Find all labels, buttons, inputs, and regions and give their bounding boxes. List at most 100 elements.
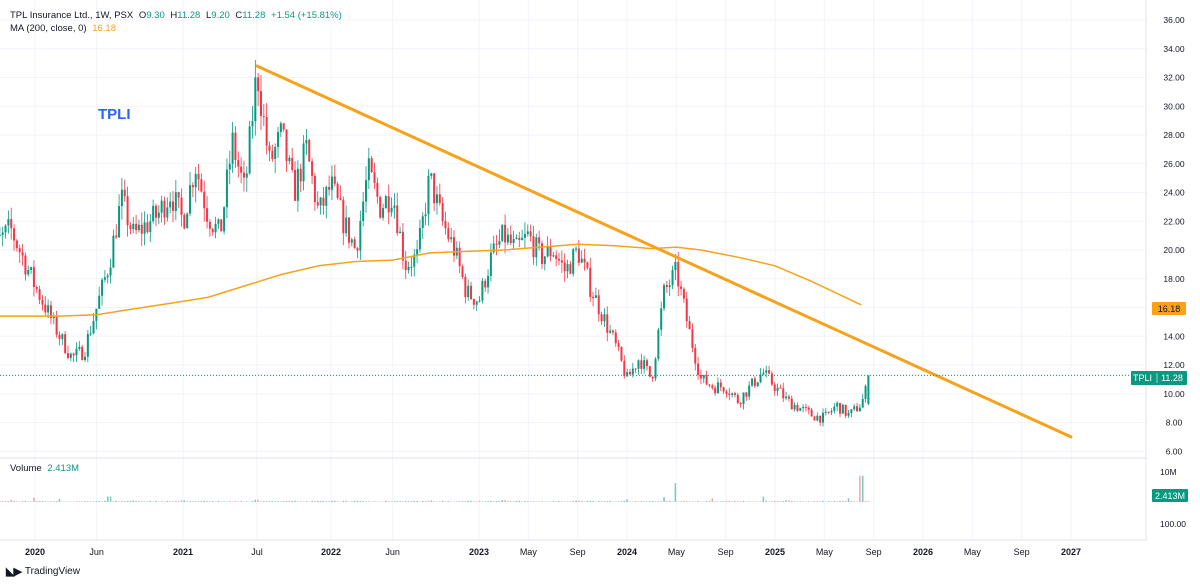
candle-body bbox=[816, 415, 819, 421]
time-tick-label: 2024 bbox=[617, 547, 637, 557]
candle-body bbox=[705, 375, 708, 385]
volume-bar bbox=[10, 500, 13, 502]
candle-body bbox=[617, 343, 620, 347]
volume-bar bbox=[711, 498, 714, 502]
candle-body bbox=[682, 288, 685, 299]
candle-body bbox=[112, 235, 115, 268]
volume-bar bbox=[745, 501, 748, 502]
volume-bar bbox=[189, 501, 191, 502]
volume-bar bbox=[578, 500, 580, 502]
time-tick-label: 2027 bbox=[1061, 547, 1081, 557]
candle-body bbox=[853, 406, 856, 410]
candle-body bbox=[311, 161, 314, 176]
volume-bar bbox=[217, 500, 220, 502]
volume-bar bbox=[424, 501, 427, 502]
volume-bar bbox=[180, 500, 183, 502]
volume-bar bbox=[654, 501, 657, 502]
candle-body bbox=[30, 267, 33, 270]
candle-body bbox=[839, 402, 842, 414]
volume-bar bbox=[822, 500, 824, 502]
candle-body bbox=[305, 140, 308, 144]
volume-legend[interactable]: Volume 2.413M bbox=[10, 463, 82, 474]
volume-bar bbox=[439, 501, 441, 502]
candle-body bbox=[254, 77, 257, 122]
volume-bar bbox=[132, 500, 135, 502]
volume-bar bbox=[121, 500, 123, 502]
volume-bar bbox=[101, 501, 103, 502]
volume-bar bbox=[563, 501, 566, 502]
volume-bar bbox=[458, 500, 461, 502]
price-tick-label: 18.00 bbox=[1163, 274, 1185, 284]
volume-bar bbox=[175, 500, 177, 502]
volume-bar bbox=[572, 500, 575, 502]
volume-bar bbox=[475, 501, 478, 502]
time-tick-label: Sep bbox=[570, 547, 586, 557]
candle-body bbox=[347, 217, 350, 243]
volume-bar bbox=[416, 500, 418, 502]
volume-bar bbox=[331, 500, 333, 502]
volume-bar bbox=[21, 500, 24, 502]
candle-body bbox=[478, 300, 481, 302]
volume-bar bbox=[807, 501, 810, 502]
candle-body bbox=[390, 207, 393, 213]
candle-body bbox=[663, 285, 666, 309]
candle-body bbox=[484, 280, 487, 288]
ma-legend[interactable]: MA (200, close, 0) 16.18 bbox=[10, 23, 119, 34]
candle-body bbox=[560, 260, 563, 263]
volume-bar bbox=[98, 501, 101, 502]
volume-bar bbox=[632, 501, 634, 502]
tradingview-logo[interactable]: ◣▶ TradingView bbox=[6, 565, 80, 578]
volume-bar bbox=[685, 501, 688, 502]
candle-body bbox=[594, 295, 597, 299]
candle-body bbox=[821, 412, 824, 423]
volume-bar bbox=[234, 500, 237, 502]
volume-bar bbox=[793, 501, 796, 502]
ma-badge: 16.18 bbox=[1152, 302, 1186, 315]
volume-bar bbox=[765, 500, 768, 502]
ma-badge-value: 16.18 bbox=[1158, 304, 1181, 314]
candle-body bbox=[651, 376, 654, 379]
candle-body bbox=[569, 264, 572, 274]
volume-bar bbox=[200, 500, 203, 502]
candle-body bbox=[379, 196, 382, 218]
candle-body bbox=[282, 123, 285, 130]
ticker-annotation: TPLI bbox=[98, 106, 131, 123]
volume-bar bbox=[251, 500, 254, 502]
volume-bar bbox=[722, 501, 725, 502]
volume-bar bbox=[373, 501, 376, 502]
candle-body bbox=[674, 261, 677, 270]
candle-body bbox=[671, 269, 674, 286]
volume-bar bbox=[663, 497, 665, 502]
candle-body bbox=[1, 232, 4, 236]
candle-body bbox=[132, 223, 135, 230]
candle-body bbox=[464, 276, 467, 298]
candle-body bbox=[169, 201, 172, 208]
candle-body bbox=[359, 221, 362, 251]
volume-bar bbox=[532, 501, 535, 502]
high-label: H bbox=[170, 10, 178, 21]
volume-bar bbox=[186, 501, 188, 502]
volume-bar bbox=[308, 501, 311, 502]
candle-body bbox=[492, 243, 495, 253]
symbol-legend[interactable]: TPL Insurance Ltd., 1W, PSX O9.30 H11.28… bbox=[10, 10, 345, 21]
volume-bar bbox=[166, 501, 169, 502]
candle-body bbox=[748, 385, 751, 397]
volume-bar bbox=[634, 500, 637, 502]
candle-body bbox=[714, 387, 717, 394]
candle-body bbox=[773, 384, 776, 392]
volume-bar bbox=[237, 501, 240, 502]
volume-bar bbox=[742, 500, 745, 502]
candle-body bbox=[702, 375, 705, 379]
volume-bar bbox=[362, 501, 364, 502]
candle-body bbox=[611, 330, 614, 333]
volume-bar bbox=[135, 500, 137, 502]
volume-bar bbox=[705, 501, 708, 502]
volume-bar bbox=[143, 501, 146, 502]
price-tick-label: 20.00 bbox=[1163, 245, 1185, 255]
candle-body bbox=[171, 201, 174, 211]
volume-bars bbox=[0, 475, 870, 502]
candle-body bbox=[399, 231, 402, 234]
volume-bar bbox=[586, 500, 589, 502]
volume-bar bbox=[172, 501, 174, 502]
